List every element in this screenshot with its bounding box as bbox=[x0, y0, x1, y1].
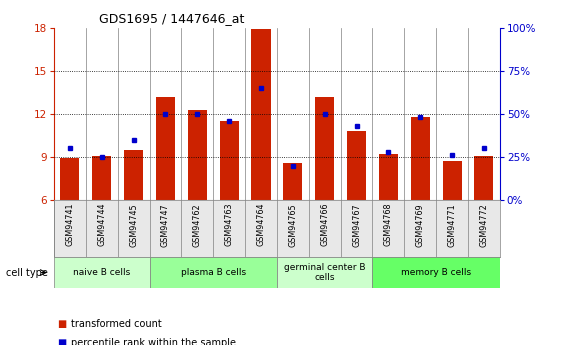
Text: GSM94763: GSM94763 bbox=[224, 203, 233, 246]
Text: plasma B cells: plasma B cells bbox=[181, 268, 246, 277]
Bar bbox=[220, 121, 239, 200]
Text: GSM94764: GSM94764 bbox=[257, 203, 265, 246]
Text: GSM94768: GSM94768 bbox=[384, 203, 393, 246]
Text: memory B cells: memory B cells bbox=[401, 268, 471, 277]
Text: GSM94772: GSM94772 bbox=[479, 203, 488, 247]
Text: GSM94745: GSM94745 bbox=[129, 203, 138, 247]
FancyBboxPatch shape bbox=[373, 257, 500, 288]
Text: GSM94771: GSM94771 bbox=[448, 203, 457, 247]
Text: naive B cells: naive B cells bbox=[73, 268, 131, 277]
Text: GSM94744: GSM94744 bbox=[97, 203, 106, 246]
Bar bbox=[379, 154, 398, 200]
Text: ■: ■ bbox=[57, 319, 66, 329]
Text: GSM94762: GSM94762 bbox=[193, 203, 202, 247]
Bar bbox=[92, 156, 111, 200]
Text: GDS1695 / 1447646_at: GDS1695 / 1447646_at bbox=[99, 12, 244, 25]
FancyBboxPatch shape bbox=[149, 257, 277, 288]
Bar bbox=[315, 97, 334, 200]
Text: GSM94765: GSM94765 bbox=[289, 203, 297, 247]
Text: cell type: cell type bbox=[6, 268, 48, 277]
Bar bbox=[156, 97, 175, 200]
Bar bbox=[411, 117, 430, 200]
Text: GSM94769: GSM94769 bbox=[416, 203, 425, 247]
Bar bbox=[283, 163, 302, 200]
Text: percentile rank within the sample: percentile rank within the sample bbox=[71, 338, 236, 345]
Text: germinal center B
cells: germinal center B cells bbox=[284, 263, 365, 282]
Text: GSM94767: GSM94767 bbox=[352, 203, 361, 247]
Text: GSM94766: GSM94766 bbox=[320, 203, 329, 246]
Bar bbox=[442, 161, 462, 200]
Text: ■: ■ bbox=[57, 338, 66, 345]
FancyBboxPatch shape bbox=[277, 257, 373, 288]
Bar bbox=[252, 29, 270, 200]
Text: GSM94741: GSM94741 bbox=[65, 203, 74, 246]
FancyBboxPatch shape bbox=[54, 257, 149, 288]
Bar bbox=[187, 110, 207, 200]
Bar bbox=[474, 156, 494, 200]
Bar bbox=[60, 158, 80, 200]
Text: GSM94747: GSM94747 bbox=[161, 203, 170, 247]
Text: transformed count: transformed count bbox=[71, 319, 162, 329]
Bar bbox=[124, 150, 143, 200]
Bar bbox=[347, 131, 366, 200]
